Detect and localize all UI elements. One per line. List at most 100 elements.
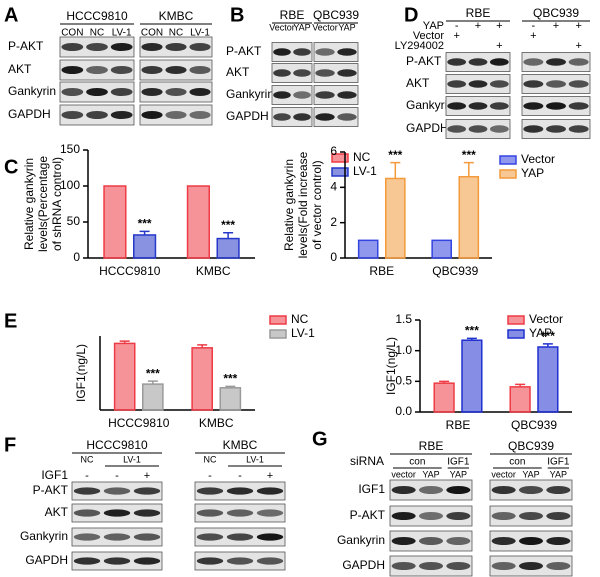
significance: *** bbox=[541, 329, 555, 343]
y-tick-label: 0.5 bbox=[395, 374, 412, 388]
bar bbox=[191, 347, 214, 411]
condition-mark: + bbox=[496, 40, 502, 52]
band bbox=[189, 88, 211, 96]
y-tick-label: 50 bbox=[67, 214, 81, 228]
band bbox=[391, 562, 416, 570]
significance: *** bbox=[221, 218, 235, 232]
lane-label: NC bbox=[81, 454, 94, 464]
band bbox=[315, 69, 335, 77]
band bbox=[61, 111, 84, 119]
group-label: HCCC9810 bbox=[66, 9, 128, 23]
band bbox=[447, 125, 467, 133]
significance: *** bbox=[465, 324, 479, 338]
row-label: Gankyrin bbox=[8, 84, 56, 98]
y-axis-label: levels(Percentage bbox=[36, 156, 50, 252]
band bbox=[315, 113, 335, 121]
band bbox=[337, 69, 357, 77]
error-bar bbox=[463, 161, 474, 177]
band bbox=[418, 562, 444, 570]
band bbox=[468, 102, 488, 110]
condition-mark: + bbox=[144, 470, 150, 482]
band bbox=[133, 533, 161, 541]
band bbox=[133, 509, 161, 517]
band bbox=[546, 102, 566, 110]
panel-letter: G bbox=[312, 428, 328, 450]
x-tick-label: QBC939 bbox=[432, 264, 478, 278]
band bbox=[523, 80, 544, 88]
band bbox=[61, 66, 84, 74]
group-label: RBE bbox=[280, 8, 305, 22]
row-label: AKT bbox=[226, 65, 250, 79]
band bbox=[110, 43, 133, 51]
error-bar bbox=[119, 340, 130, 344]
bar bbox=[433, 382, 455, 413]
group-label: RBE bbox=[419, 439, 444, 453]
panel-letter: E bbox=[4, 310, 17, 332]
band bbox=[61, 43, 84, 51]
x-tick-label: RBE bbox=[446, 418, 471, 432]
band bbox=[73, 557, 101, 565]
band bbox=[489, 125, 509, 133]
band bbox=[315, 48, 335, 56]
row-label: P-AKT bbox=[226, 44, 262, 58]
bar bbox=[103, 185, 127, 259]
y-axis-label: of shRNA control) bbox=[50, 157, 64, 251]
y-axis-label: IGF1(ng/L) bbox=[74, 344, 88, 402]
band bbox=[293, 113, 311, 121]
bar bbox=[216, 237, 240, 259]
lane-label: YAP bbox=[338, 22, 355, 32]
band bbox=[73, 509, 101, 517]
y-tick-label: 0 bbox=[73, 250, 80, 264]
band bbox=[110, 66, 133, 74]
lane-label: NC bbox=[204, 454, 217, 464]
y-axis-label: Relative gankyrin bbox=[22, 158, 36, 250]
band bbox=[523, 58, 544, 66]
band bbox=[189, 111, 211, 119]
panel-letter: B bbox=[230, 4, 244, 26]
panel-letter: A bbox=[4, 4, 18, 26]
lane-label: con bbox=[509, 457, 525, 468]
band bbox=[293, 91, 311, 99]
band bbox=[110, 88, 133, 96]
band bbox=[337, 91, 357, 99]
band bbox=[418, 486, 444, 494]
bar bbox=[537, 346, 559, 413]
x-tick-label: HCCC9810 bbox=[108, 416, 170, 430]
band bbox=[546, 80, 566, 88]
band bbox=[337, 113, 357, 121]
legend-label: YAP bbox=[521, 166, 544, 180]
group-label: HCCC9810 bbox=[86, 438, 148, 452]
row-label: P-AKT bbox=[406, 54, 442, 68]
band bbox=[165, 111, 187, 119]
row-label: Gankyrin bbox=[337, 533, 385, 547]
legend-swatch bbox=[269, 315, 287, 325]
legend-label: YAP bbox=[529, 326, 552, 340]
band bbox=[196, 509, 224, 517]
error-bar bbox=[223, 232, 234, 239]
row-label: Gankyrin bbox=[20, 529, 68, 543]
y-tick-label: 1.0 bbox=[395, 343, 412, 357]
band bbox=[226, 557, 254, 565]
blot bbox=[313, 42, 359, 62]
bar bbox=[509, 386, 531, 413]
error-bar bbox=[390, 161, 401, 179]
band bbox=[447, 80, 467, 88]
lane-label: YAP bbox=[422, 469, 439, 479]
blot bbox=[271, 42, 313, 62]
error-bar bbox=[225, 385, 236, 388]
bar bbox=[113, 342, 136, 411]
condition-mark: + bbox=[530, 30, 536, 42]
y-tick-label: 150 bbox=[60, 142, 80, 156]
bar bbox=[461, 339, 483, 413]
row-label: Gankyrin bbox=[406, 98, 454, 112]
blot bbox=[271, 107, 313, 127]
panel-letter: C bbox=[4, 156, 18, 178]
lane-label: vector bbox=[391, 469, 416, 479]
lane-label: LV-1 bbox=[112, 28, 132, 39]
lane-label: IGF1 bbox=[447, 457, 470, 468]
band bbox=[293, 69, 311, 77]
band bbox=[273, 69, 291, 77]
band bbox=[315, 91, 335, 99]
group-label: QBC939 bbox=[313, 8, 359, 22]
significance: *** bbox=[223, 371, 237, 385]
